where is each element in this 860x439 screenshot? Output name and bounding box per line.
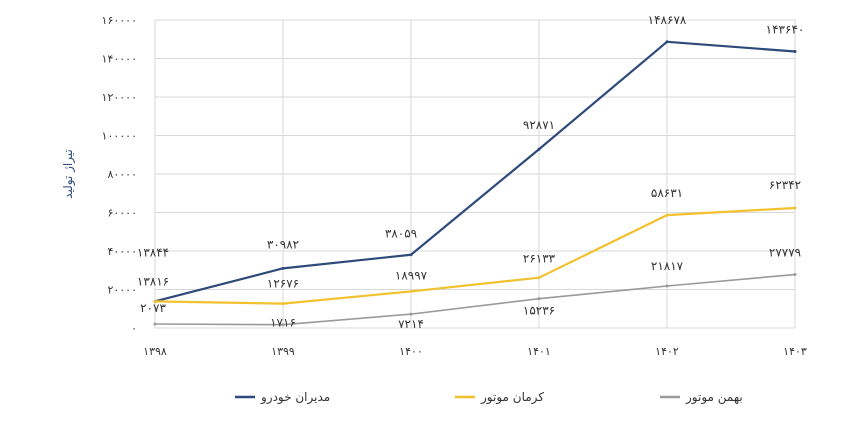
y-tick-label: ۴۰۰۰۰	[107, 245, 137, 258]
data-point	[409, 312, 413, 316]
x-tick-label: ۱۴۰۳	[783, 345, 807, 358]
y-tick-label: ۲۰۰۰۰	[107, 284, 137, 297]
x-tick-label: ۱۴۰۰	[399, 345, 423, 358]
y-tick-label: ۱۰۰۰۰۰	[102, 130, 137, 143]
data-labels: ۱۳۸۴۴ ۳۰۹۸۲ ۳۸۰۵۹ ۹۲۸۷۱ ۱۴۸۶۷۸ ۱۴۳۶۴۰ ۱۳۸۱۶ ۱۲۶…	[137, 13, 804, 331]
data-label: ۱۴۸۶۷۸	[648, 13, 687, 27]
y-tick-label: ۱۲۰۰۰۰	[102, 91, 137, 104]
data-point	[665, 213, 669, 217]
data-point	[665, 40, 669, 44]
data-label: ۱۸۹۹۷	[395, 268, 428, 282]
x-tick-label: ۱۳۹۸	[143, 345, 167, 358]
series-line	[154, 40, 796, 303]
data-point	[281, 323, 285, 327]
data-label: ۱۴۳۶۴۰	[766, 22, 805, 36]
y-tick-label: ۸۰۰۰۰	[107, 168, 137, 181]
data-point	[409, 289, 413, 293]
y-tick-label: ۱۶۰۰۰۰	[102, 14, 137, 27]
x-tick-label: ۱۴۰۲	[655, 345, 679, 358]
data-label: ۳۰۹۸۲	[267, 237, 299, 251]
series-lines	[153, 40, 797, 327]
data-label: ۲۰۷۳	[140, 301, 166, 315]
data-label: ۱۳۸۴۴	[137, 245, 169, 259]
series-line	[154, 273, 796, 326]
data-label: ۶۲۳۴۲	[769, 178, 801, 192]
data-label: ۲۱۸۱۷	[651, 259, 684, 273]
series-line	[154, 206, 796, 305]
legend-label: مدیران خودرو	[260, 390, 330, 405]
data-point	[537, 147, 541, 151]
data-point	[281, 302, 285, 306]
data-label: ۷۲۱۴	[398, 317, 424, 331]
legend-label: بهمن موتور	[685, 390, 743, 405]
y-axis-title: تیراژ تولید	[61, 149, 76, 199]
data-label: ۱۳۸۱۶	[137, 274, 169, 288]
data-point	[153, 299, 157, 303]
data-label: ۵۸۶۳۱	[651, 186, 683, 200]
data-point	[281, 266, 285, 270]
data-label: ۲۶۱۳۳	[523, 252, 556, 266]
axes: ۰۲۰۰۰۰۴۰۰۰۰۶۰۰۰۰۸۰۰۰۰۱۰۰۰۰۰۱۲۰۰۰۰۱۴۰۰۰۰۱…	[102, 14, 807, 358]
data-point	[793, 49, 797, 53]
data-label: ۳۸۰۵۹	[385, 227, 417, 241]
data-point	[153, 322, 157, 326]
y-tick-label: ۶۰۰۰۰	[107, 207, 137, 220]
data-point	[409, 253, 413, 257]
y-tick-label: ۱۴۰۰۰۰	[102, 53, 137, 66]
data-point	[793, 206, 797, 210]
y-tick-label: ۰	[131, 322, 137, 335]
data-label: ۱۵۲۳۶	[523, 304, 555, 318]
grid	[154, 19, 796, 329]
data-point	[665, 284, 669, 288]
data-label: ۲۷۷۷۹	[769, 246, 801, 260]
data-point	[537, 276, 541, 280]
x-tick-label: ۱۳۹۹	[271, 345, 295, 358]
data-label: ۹۲۸۷۱	[523, 118, 555, 132]
data-point	[793, 273, 797, 277]
legend-label: کرمان موتور	[480, 390, 544, 405]
x-tick-label: ۱۴۰۱	[527, 345, 551, 358]
data-point	[537, 297, 541, 301]
legend: مدیران خودرو کرمان موتور بهمن موتور	[235, 390, 743, 405]
data-label: ۱۲۶۷۶	[267, 277, 299, 291]
data-label: ۱۷۱۶	[270, 316, 296, 330]
